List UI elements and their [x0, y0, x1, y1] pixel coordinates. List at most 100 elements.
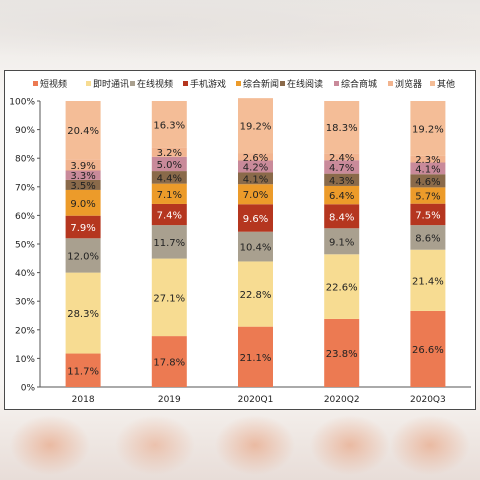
legend-swatch-6: [280, 81, 285, 86]
bar-segment: [151, 156, 187, 172]
legend-label-5: 综合新闻: [243, 78, 279, 90]
data-label: 7.9%: [70, 223, 95, 234]
bar-segment: [324, 153, 360, 161]
bar-segment: [410, 203, 446, 226]
y-tick-label: 10%: [15, 355, 35, 365]
data-label: 2.4%: [329, 153, 354, 164]
data-label: 7.4%: [157, 211, 182, 222]
legend-label-7: 综合商城: [341, 78, 377, 90]
x-axis-labels: 2018 2019 2020Q1 2020Q2 2020Q3: [72, 395, 446, 405]
data-label: 9.0%: [70, 199, 95, 210]
y-tick-label: 50%: [15, 241, 35, 251]
bar-segment: [324, 204, 360, 229]
bar-segment: [151, 336, 187, 387]
bar-segment: [151, 183, 187, 204]
bar-segment: [410, 310, 446, 387]
bar-segment: [151, 203, 187, 226]
data-label: 27.1%: [153, 293, 185, 304]
bar-segment: [151, 258, 187, 337]
bar-segment: [324, 173, 360, 186]
data-label: 5.7%: [415, 192, 440, 203]
bar-segment: [238, 231, 273, 262]
data-label: 21.1%: [240, 353, 272, 364]
bar-segment: [65, 159, 101, 171]
bar-segment: [238, 160, 273, 173]
legend-swatch-1: [33, 81, 38, 86]
y-tick-label: 20%: [15, 326, 35, 336]
data-label: 4.1%: [243, 174, 268, 185]
data-label: 22.8%: [240, 290, 272, 301]
bar-segment: [65, 215, 101, 239]
bar-segment: [410, 249, 446, 311]
legend-label-6: 在线阅读: [287, 78, 323, 90]
legend-swatch-3: [130, 81, 135, 86]
data-label: 26.6%: [412, 345, 444, 356]
legend-label-4: 手机游戏: [190, 78, 226, 90]
data-label: 3.5%: [70, 181, 95, 192]
data-label: 8.6%: [415, 233, 440, 244]
data-label: 4.7%: [329, 163, 354, 174]
bar-segment: [410, 162, 446, 175]
bar-segment: [238, 172, 273, 185]
legend-swatch-4: [183, 81, 188, 86]
bar-stack-2020Q1: 21.1% 22.8% 10.4% 9.6% 7.0% 4.1%4.2%2.6% 19.2%: [238, 98, 273, 387]
y-tick-label: 40%: [15, 269, 35, 279]
bars-group: 11.7% 28.3% 12.0% 7.9% 9.0% 3.5%3.3%3.9% 20.4%…: [65, 98, 446, 387]
bar-segment: [410, 225, 446, 250]
bar-segment: [65, 272, 101, 354]
data-label: 2.3%: [415, 155, 440, 166]
y-tick-label: 100%: [9, 98, 35, 108]
data-label: 11.7%: [153, 238, 185, 249]
data-label: 5.0%: [157, 160, 182, 171]
data-label: 21.4%: [412, 276, 444, 287]
data-label: 19.2%: [240, 122, 272, 133]
legend-label-1: 短视频: [40, 78, 67, 90]
data-label: 4.3%: [329, 176, 354, 187]
bar-segment: [324, 101, 360, 154]
y-tick-label: 30%: [15, 298, 35, 308]
data-label: 3.2%: [157, 148, 182, 159]
y-tick-label: 60%: [15, 212, 35, 222]
legend-swatch-7: [334, 81, 339, 86]
bar-segment: [65, 238, 101, 273]
data-label: 17.8%: [153, 358, 185, 369]
bar-segment: [65, 101, 101, 160]
bar-segment: [151, 171, 187, 184]
data-label: 9.1%: [329, 237, 354, 248]
data-label: 7.5%: [415, 210, 440, 221]
data-label: 18.3%: [326, 123, 358, 134]
y-tick-label: 0%: [21, 384, 36, 394]
bar-segment: [65, 189, 101, 216]
data-label: 28.3%: [67, 309, 99, 320]
bar-segment: [324, 318, 360, 387]
data-label: 11.7%: [67, 366, 99, 377]
bar-segment: [238, 98, 273, 154]
legend-label-8: 浏览器: [395, 78, 422, 90]
bar-segment: [65, 353, 101, 387]
x-tick-label: 2020Q1: [238, 395, 274, 405]
chart-legend: 短视频 即时通讯 在线视频 手机游戏 综合新闻 在线阅读 综合商城 浏览器 其他: [33, 78, 455, 90]
data-label: 6.4%: [329, 191, 354, 202]
bar-segment: [324, 160, 360, 174]
blurred-background-bottom: [0, 405, 480, 480]
data-label: 4.4%: [157, 173, 182, 184]
stacked-bar-chart: 短视频 即时通讯 在线视频 手机游戏 综合新闻 在线阅读 综合商城 浏览器 其他 0% 10% 20…: [9, 78, 471, 405]
bar-segment: [238, 204, 273, 232]
data-label: 2.6%: [243, 153, 268, 164]
data-label: 4.2%: [243, 162, 268, 173]
x-tick-label: 2019: [158, 395, 181, 405]
data-label: 22.6%: [326, 283, 358, 294]
x-tick-label: 2020Q3: [410, 395, 446, 405]
data-label: 4.1%: [415, 164, 440, 175]
bar-segment: [238, 326, 273, 387]
x-tick-label: 2020Q2: [324, 395, 360, 405]
bar-segment: [151, 101, 187, 148]
bar-segment: [410, 187, 446, 204]
legend-label-2: 即时通讯: [93, 78, 129, 90]
data-label: 7.0%: [243, 190, 268, 201]
bar-segment: [324, 254, 360, 319]
data-label: 8.4%: [329, 212, 354, 223]
legend-label-9: 其他: [437, 78, 455, 90]
bar-segment: [324, 228, 360, 255]
bar-segment: [151, 225, 187, 259]
